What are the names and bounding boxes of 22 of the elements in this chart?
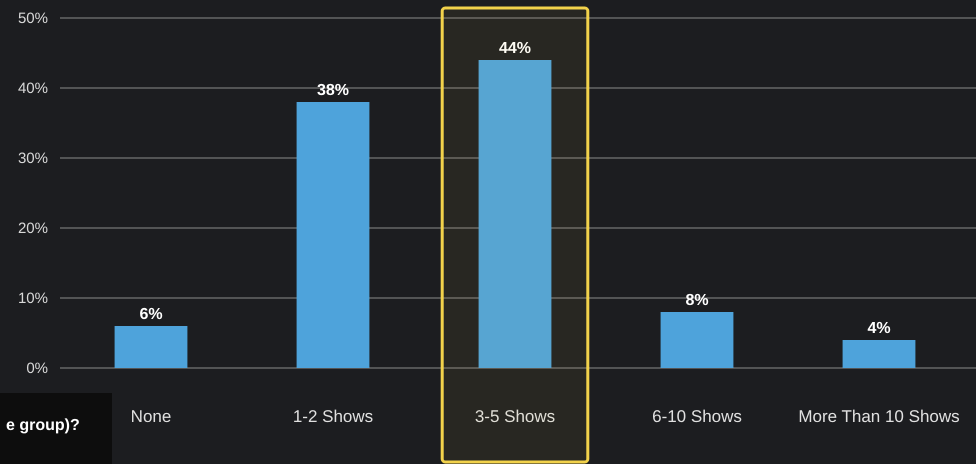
y-tick-label: 30% <box>18 150 48 167</box>
data-label: 4% <box>867 320 891 337</box>
y-tick-label: 10% <box>18 290 48 307</box>
x-tick-label: More Than 10 Shows <box>798 407 960 426</box>
bar <box>296 102 370 368</box>
data-label: 44% <box>498 40 532 57</box>
text: e group)? <box>6 417 80 434</box>
y-tick-label: 50% <box>18 10 48 27</box>
bar <box>842 340 916 368</box>
y-tick-label: 0% <box>26 360 48 377</box>
x-tick-label: 3-5 Shows <box>474 407 556 426</box>
y-tick-label: 40% <box>18 80 48 97</box>
x-tick-label: 6-10 Shows <box>652 407 742 426</box>
data-label: 38% <box>316 82 350 99</box>
data-label: 6% <box>139 306 163 323</box>
bar <box>478 60 552 368</box>
y-tick-label: 20% <box>18 220 48 237</box>
x-tick-label: 1-2 Shows <box>292 407 374 426</box>
bar <box>114 326 188 368</box>
data-label: 8% <box>685 292 709 309</box>
x-tick-label: None <box>130 407 172 426</box>
bar <box>660 312 734 368</box>
